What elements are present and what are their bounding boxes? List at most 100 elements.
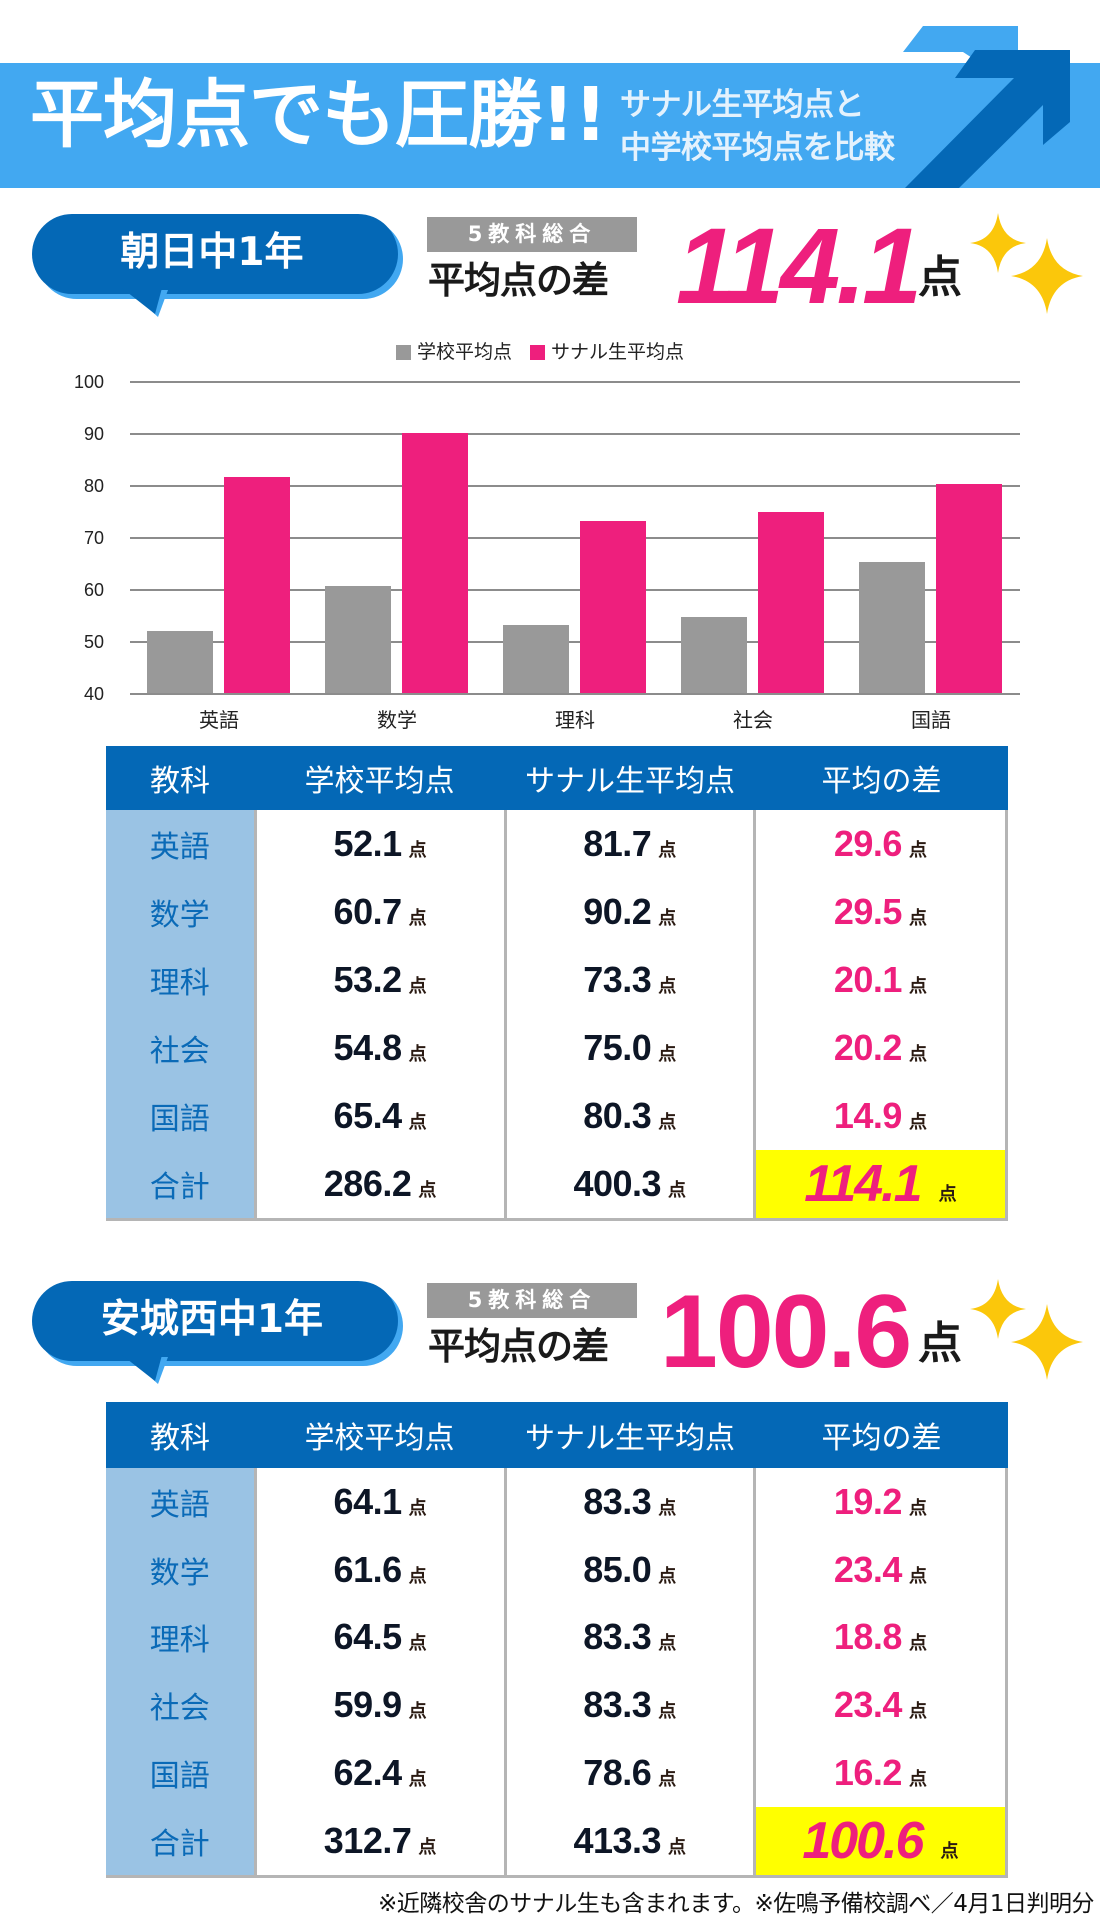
diff-cell: 20.2 点: [752, 1014, 1005, 1082]
subject-cell: 理科: [106, 1603, 254, 1672]
school-avg-cell: 54.8 点: [253, 1014, 504, 1082]
y-tick: 100: [73, 372, 104, 392]
legend-item-sanaru: サナル生平均点: [530, 343, 684, 362]
diff-cell: 16.2 点: [752, 1739, 1005, 1807]
bar-school-avg: [325, 586, 391, 694]
bar-sanaru-avg: [402, 432, 468, 694]
school-avg-value: 62.4: [333, 1752, 403, 1794]
sanaru-avg-value: 400.3: [573, 1163, 662, 1204]
diff-value: 20.1: [833, 959, 903, 1000]
header-school-avg: 学校平均点: [304, 764, 455, 799]
bar-sanaru-avg: [936, 484, 1002, 694]
unit: 点: [908, 908, 927, 929]
subject-cell: 数学: [106, 1535, 254, 1604]
header-subject: 教科: [150, 764, 210, 799]
x-label: 数学: [377, 708, 417, 732]
total-diff-unit: 点: [918, 252, 962, 303]
school-avg-cell: 62.4 点: [253, 1739, 504, 1807]
sanaru-avg-value: 83.3: [583, 1684, 652, 1726]
sparkle-icon: [970, 213, 1083, 314]
school-avg-cell: 65.4 点: [253, 1082, 504, 1150]
header-diff: 平均の差: [821, 1421, 942, 1456]
school-avg-value: 53.2: [333, 959, 403, 1000]
sanaru-avg-cell: 75.0 点: [503, 1014, 753, 1082]
y-tick: 90: [83, 424, 104, 444]
diff-cell: 29.6 点: [752, 810, 1005, 878]
school-name: 安城西中1年: [100, 1297, 324, 1342]
y-tick: 80: [83, 476, 104, 496]
diff-total-cell: 100.6 点: [752, 1806, 1005, 1875]
gridline: [130, 433, 1020, 435]
sanaru-avg-cell: 80.3 点: [503, 1082, 753, 1150]
bar-sanaru-avg: [580, 520, 646, 694]
unit: 点: [408, 908, 427, 929]
diff-total-cell: 114.1 点: [752, 1150, 1005, 1218]
gridline: [130, 537, 1020, 539]
subject-total-label: 5教科総合: [427, 217, 637, 252]
bar-school-avg: [147, 631, 213, 694]
diff-value: 18.8: [833, 1616, 903, 1658]
header-banner: [0, 63, 1100, 188]
legend-label: 学校平均点: [417, 341, 513, 363]
subject-cell: 合計: [106, 1806, 254, 1875]
subject-cell: 数学: [106, 878, 254, 946]
unit: 点: [658, 1769, 677, 1791]
unit: 点: [408, 1633, 427, 1655]
footnote: ※近隣校舎のサナル生も含まれます。※佐鳴予備校調べ／4月1日判明分: [377, 1891, 1095, 1917]
table-row: 数学 61.6 点 85.0 点 23.4 点: [106, 1535, 1005, 1604]
total-diff-unit: 点: [918, 1318, 962, 1369]
table-body: 英語 64.1 点 83.3 点 19.2 点数学 61.6 点 85.0 点 23.4 点理科 64.5…: [106, 1468, 1008, 1878]
gridline: [130, 485, 1020, 487]
sanaru-avg-value: 83.3: [583, 1616, 652, 1658]
legend-swatch-gray: [396, 345, 411, 360]
subject-cell: 社会: [106, 1014, 254, 1082]
unit: 点: [658, 908, 677, 929]
unit: 点: [408, 840, 427, 861]
y-tick: 60: [83, 580, 104, 600]
diff-cell: 29.5 点: [752, 878, 1005, 946]
speech-bubble-icon: [32, 1281, 403, 1384]
diff-value: 23.4: [833, 1684, 903, 1726]
sanaru-avg-cell: 83.3 点: [503, 1603, 753, 1672]
x-axis: [130, 693, 1020, 695]
school-avg-value: 286.2: [323, 1163, 412, 1204]
school-avg-cell: 61.6 点: [253, 1535, 504, 1604]
sanaru-avg-cell: 400.3 点: [503, 1150, 753, 1218]
school-avg-cell: 312.7 点: [253, 1806, 504, 1875]
x-label: 英語: [199, 708, 239, 732]
table-row: 国語 62.4 点 78.6 点 16.2 点: [106, 1739, 1005, 1807]
school-avg-cell: 53.2 点: [253, 946, 504, 1014]
school-avg-cell: 64.5 点: [253, 1603, 504, 1672]
unit: 点: [408, 1112, 427, 1133]
diff-value: 20.2: [833, 1027, 903, 1068]
diff-value: 29.6: [833, 823, 903, 864]
table-row: 英語 64.1 点 83.3 点 19.2 点: [106, 1468, 1005, 1536]
subject-cell: 理科: [106, 946, 254, 1014]
diff-cell: 19.2 点: [752, 1468, 1005, 1536]
unit: 点: [658, 1565, 677, 1587]
bar-school-avg: [681, 617, 747, 694]
chart-legend: 学校平均点 サナル生平均点: [396, 343, 696, 362]
subject-cell: 英語: [106, 1468, 254, 1536]
unit: 点: [408, 1701, 427, 1723]
subject-cell: 英語: [106, 810, 254, 878]
bar-school-avg: [503, 625, 569, 694]
x-label: 社会: [733, 708, 773, 732]
sanaru-avg-cell: 83.3 点: [503, 1671, 753, 1740]
subject-cell: 国語: [106, 1082, 254, 1150]
school-avg-cell: 286.2 点: [253, 1150, 504, 1218]
diff-total-value: 114.1: [804, 1155, 922, 1213]
school-avg-value: 312.7: [323, 1819, 412, 1861]
sanaru-avg-value: 81.7: [583, 823, 652, 864]
unit: 点: [658, 1044, 677, 1065]
unit: 点: [908, 1769, 927, 1791]
diff-value: 19.2: [833, 1480, 903, 1522]
unit: 点: [938, 1184, 957, 1205]
table-row: 理科 64.5 点 83.3 点 18.8 点: [106, 1603, 1005, 1672]
school-avg-value: 54.8: [333, 1027, 403, 1068]
unit: 点: [908, 1565, 927, 1587]
school-name: 朝日中1年: [120, 230, 304, 275]
sanaru-avg-cell: 78.6 点: [503, 1739, 753, 1807]
diff-value: 29.5: [833, 891, 903, 932]
table-row: 国語 65.4 点 80.3 点 14.9 点: [106, 1082, 1005, 1150]
